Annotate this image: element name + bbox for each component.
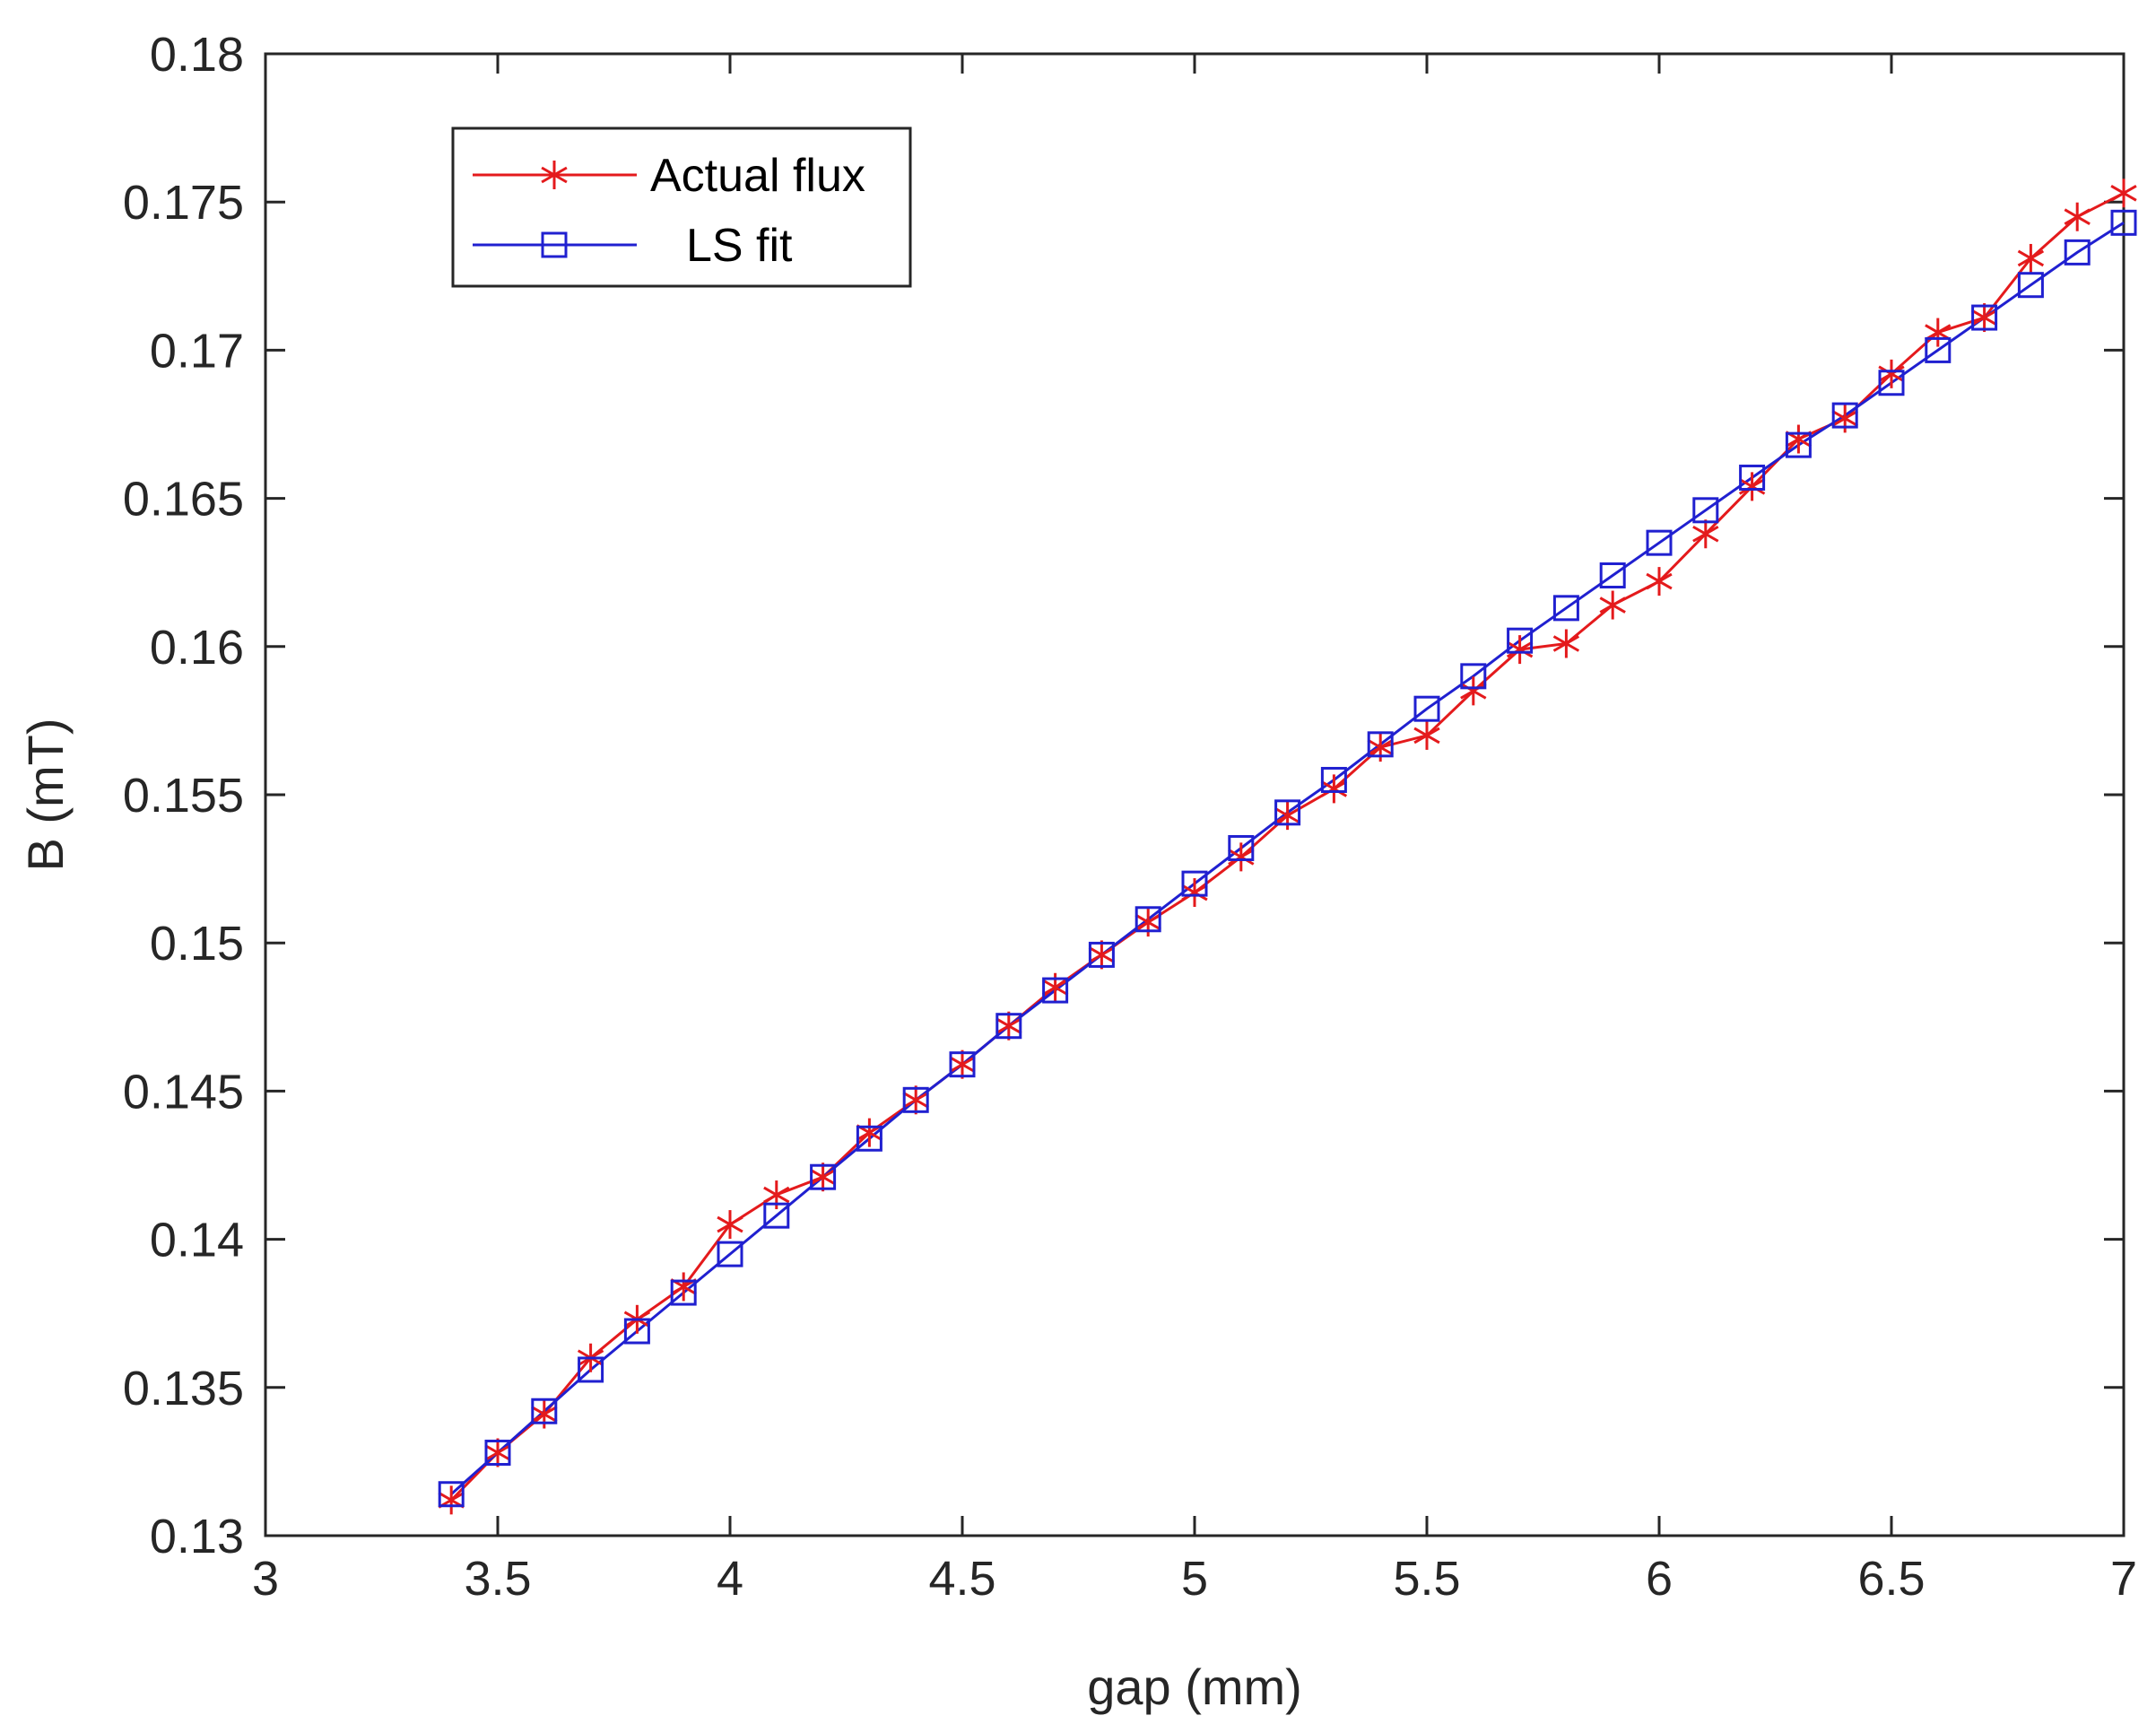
data-point (949, 1049, 976, 1079)
legend: Actual flux LS fit (451, 126, 912, 288)
y-tick-labels: 0.13 0.135 0.14 0.145 0.15 0.155 0.16 0.165 0.17… (123, 28, 244, 1563)
series-markers-ls-fit (438, 209, 2137, 1508)
x-tick-label: 3.5 (464, 1552, 531, 1606)
data-point (484, 1439, 511, 1466)
data-point (1367, 731, 1394, 758)
y-tick-label: 0.17 (150, 324, 244, 378)
data-point (1228, 834, 1255, 861)
data-point (1552, 629, 1580, 658)
x-tick-labels: 3 3.5 4 4.5 5 5.5 6 6.5 7 (252, 1552, 2137, 1606)
data-point (1552, 595, 1579, 622)
y-tick-label: 0.18 (150, 28, 244, 82)
x-tick-label: 5 (1181, 1552, 1208, 1606)
data-point (670, 1279, 697, 1306)
data-point (1646, 567, 1673, 597)
y-tick-label: 0.175 (123, 176, 244, 230)
data-point (1970, 303, 1998, 333)
data-point (1599, 590, 1626, 620)
data-point (1739, 464, 1766, 491)
data-point (1460, 676, 1487, 706)
data-point (1878, 370, 1905, 396)
data-point (1692, 519, 1719, 549)
data-point (995, 1011, 1022, 1041)
data-point (717, 1241, 743, 1267)
data-point (1599, 562, 1626, 589)
plot-area (264, 52, 2126, 1537)
legend-box (451, 126, 912, 288)
x-tick-label: 4.5 (928, 1552, 995, 1606)
x-axis-title: gap (mm) (1087, 1659, 1302, 1715)
axis-ticks (264, 52, 2126, 1537)
data-point (1971, 304, 1998, 331)
y-tick-label: 0.145 (123, 1065, 244, 1119)
data-point (1738, 472, 1766, 501)
data-point (438, 1481, 465, 1508)
y-axis-title: B (mT) (17, 718, 74, 871)
data-point (995, 1013, 1022, 1040)
y-tick-label: 0.14 (150, 1214, 244, 1267)
data-point (1507, 627, 1534, 654)
legend-marker-shape (541, 161, 568, 189)
x-tick-label: 6 (1646, 1552, 1673, 1606)
data-point (1274, 799, 1301, 826)
x-tick-label: 3 (252, 1552, 279, 1606)
data-point (1088, 941, 1115, 968)
data-point (2017, 272, 2044, 299)
data-point (1785, 431, 1812, 458)
data-point (763, 1202, 790, 1229)
x-tick-label: 5.5 (1393, 1552, 1460, 1606)
data-point (1228, 842, 1255, 872)
x-tick-label: 7 (2110, 1552, 2137, 1606)
data-point (1413, 695, 1440, 722)
y-tick-label: 0.13 (150, 1510, 244, 1563)
data-point (902, 1085, 929, 1115)
data-point (856, 1125, 882, 1152)
data-point (1506, 635, 1534, 665)
x-tick-label: 6.5 (1857, 1552, 1925, 1606)
data-point (2110, 209, 2137, 236)
x-tick-label: 4 (717, 1552, 743, 1606)
legend-marker-actual-flux (541, 161, 568, 189)
data-point (1460, 663, 1487, 690)
data-point (1692, 497, 1719, 524)
data-point (2064, 239, 2091, 266)
data-point (1320, 774, 1348, 804)
data-point (1181, 878, 1208, 908)
data-point (2017, 243, 2045, 273)
data-point (1088, 940, 1116, 970)
data-point (1320, 766, 1347, 793)
data-point (810, 1163, 837, 1190)
data-point (1413, 720, 1440, 750)
y-tick-label: 0.15 (150, 917, 244, 971)
data-point (717, 1210, 743, 1240)
data-point (1181, 870, 1208, 897)
data-point (1878, 359, 1905, 388)
data-point (1135, 906, 1161, 933)
legend-marker-ls-fit (541, 231, 568, 258)
data-point (623, 1318, 650, 1345)
legend-label-actual-flux: Actual flux (650, 150, 865, 202)
data-point (578, 1356, 604, 1383)
data-point (2110, 179, 2137, 208)
series-layer (438, 179, 2137, 1515)
y-tick-label: 0.155 (123, 769, 244, 823)
legend-marker-shape (541, 231, 568, 258)
data-point (949, 1051, 976, 1078)
data-point (1646, 529, 1673, 556)
y-tick-label: 0.16 (150, 621, 244, 675)
data-point (1925, 336, 1952, 363)
y-tick-label: 0.165 (123, 473, 244, 527)
data-point (2064, 202, 2091, 231)
data-point (902, 1086, 929, 1113)
data-point (1831, 402, 1858, 429)
legend-label-ls-fit: LS fit (686, 220, 793, 272)
data-point (484, 1438, 511, 1467)
data-point (531, 1398, 558, 1424)
data-point (809, 1163, 837, 1192)
y-tick-label: 0.135 (123, 1362, 244, 1415)
data-point (1042, 977, 1069, 1004)
